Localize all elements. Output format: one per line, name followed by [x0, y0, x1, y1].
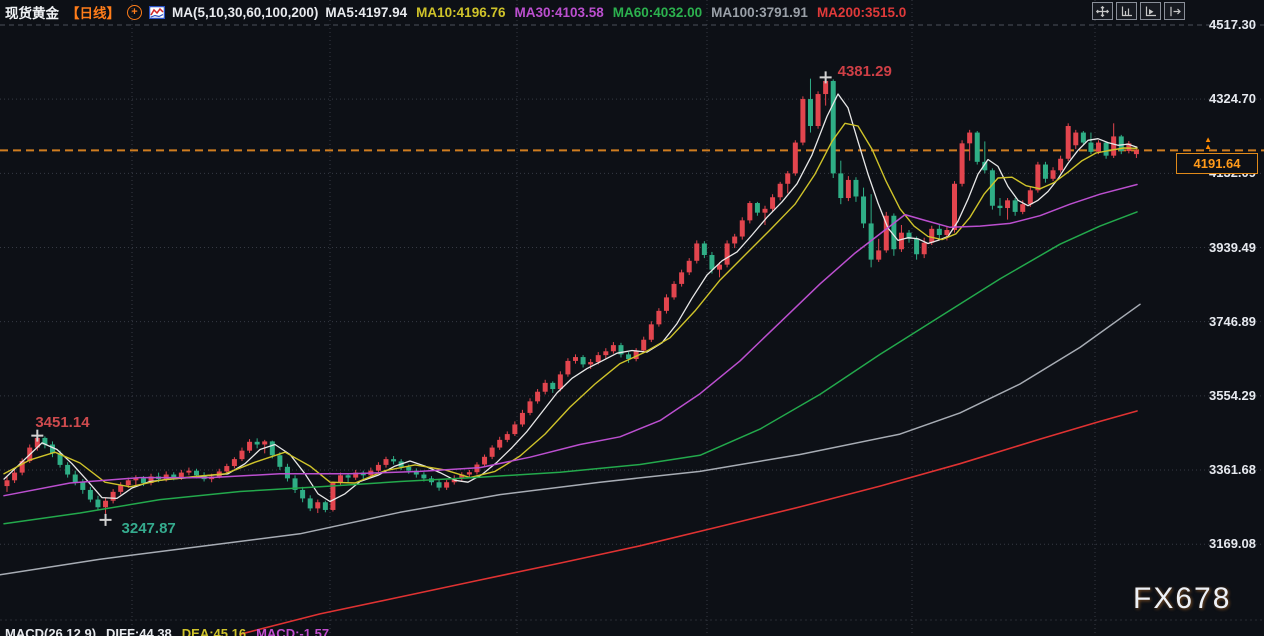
ma-legend: MA5:4197.94 MA10:4196.76 MA30:4103.58 MA60:… [325, 5, 906, 20]
ma-legend-value: MA10:4196.76 [416, 4, 506, 20]
mini-chart-icon[interactable] [149, 5, 165, 19]
price-annotation-label: 4381.29 [837, 63, 892, 81]
macd-panel-header: MACD(26,12,9) DIFF:44.38 DEA:45.16 MACD:… [5, 626, 329, 636]
axis-play-icon[interactable] [1140, 2, 1161, 20]
ma-legend-value: MA5:4197.94 [325, 4, 408, 20]
symbol-name: 现货黄金 [5, 6, 59, 21]
crosshair-tool-icon[interactable] [1092, 2, 1113, 20]
macd-dea-value: DEA:45.16 [181, 626, 247, 636]
price-up-arrows-icon: ▲ ▲ [1204, 135, 1212, 151]
period-label[interactable]: 【日线】 [66, 6, 120, 21]
ma-legend-value: MA30:4103.58 [514, 4, 604, 20]
macd-diff-value: DIFF:44.38 [106, 626, 172, 636]
ma-legend-value: MA60:4032.00 [612, 4, 703, 20]
ma-params-label: MA(5,10,30,60,100,200) [172, 4, 319, 20]
add-compare-icon[interactable]: + [127, 4, 142, 20]
watermark: FX678 [1133, 582, 1232, 615]
ma-legend-value: MA200:3515.0 [816, 4, 907, 20]
macd-params-label: MACD(26,12,9) [5, 626, 97, 636]
exit-arrow-icon[interactable] [1164, 2, 1185, 20]
chart-toolbar [1092, 2, 1185, 20]
ma-legend-value: MA100:3791.91 [711, 4, 808, 20]
price-annotation-label: 3247.87 [121, 519, 176, 537]
price-annotation-label: 3451.14 [35, 413, 90, 431]
current-price-label: 4191.64 [1176, 153, 1258, 174]
chart-header: 现货黄金 【日线】 + MA(5,10,30,60,100,200) MA5:4… [5, 3, 906, 21]
axis-bars-icon[interactable] [1116, 2, 1137, 20]
macd-macd-value: MACD:-1.57 [256, 626, 330, 636]
